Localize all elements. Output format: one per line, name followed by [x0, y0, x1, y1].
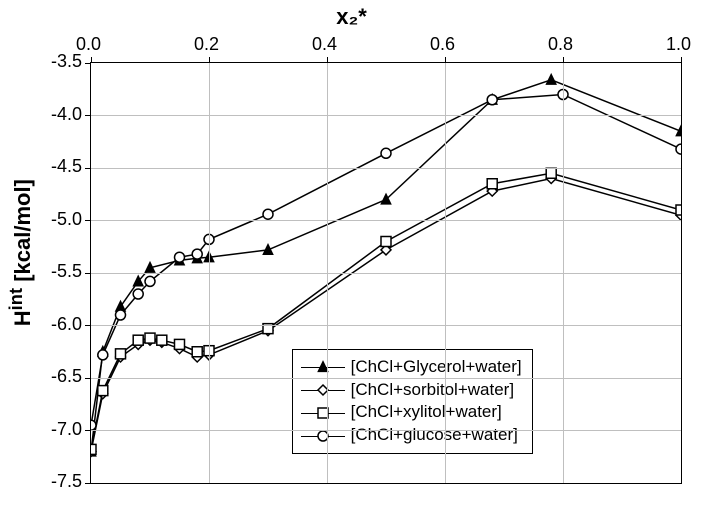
- gridline-horizontal: [91, 325, 681, 326]
- series-marker-xylitol: [546, 168, 556, 178]
- series-marker-xylitol: [192, 347, 202, 357]
- series-marker-glucose: [91, 420, 96, 430]
- series-marker-glycerol: [263, 244, 273, 254]
- series-marker-xylitol: [98, 386, 108, 396]
- series-marker-xylitol: [133, 335, 143, 345]
- legend-item: [ChCl+glucose+water]: [301, 424, 522, 447]
- y-tick: [85, 273, 91, 274]
- series-marker-glucose: [98, 350, 108, 360]
- y-tick: [85, 378, 91, 379]
- x-tick: [209, 57, 210, 63]
- legend-swatch: [301, 381, 345, 399]
- x-tick: [327, 57, 328, 63]
- series-marker-xylitol: [91, 444, 96, 454]
- series-marker-xylitol: [145, 333, 155, 343]
- legend-item: [ChCl+Glycerol+water]: [301, 356, 522, 379]
- series-marker-glucose: [116, 310, 126, 320]
- y-tick: [85, 115, 91, 116]
- gridline-horizontal: [91, 273, 681, 274]
- y-axis-title: Hint [kcal/mol]: [6, 0, 36, 506]
- x-tick: [563, 57, 564, 63]
- legend-label: [ChCl+xylitol+water]: [351, 401, 502, 424]
- y-tick-label: -4.0: [51, 104, 82, 125]
- y-tick-label: -7.0: [51, 419, 82, 440]
- series-marker-glucose: [145, 276, 155, 286]
- plot-area: [ChCl+Glycerol+water][ChCl+sorbitol+wate…: [90, 62, 682, 484]
- y-tick-label: -3.5: [51, 51, 82, 72]
- legend: [ChCl+Glycerol+water][ChCl+sorbitol+wate…: [292, 349, 533, 455]
- legend-item: [ChCl+xylitol+water]: [301, 401, 522, 424]
- y-tick: [85, 63, 91, 64]
- series-marker-xylitol: [487, 179, 497, 189]
- legend-label: [ChCl+sorbitol+water]: [351, 379, 514, 402]
- series-marker-xylitol: [175, 339, 185, 349]
- series-marker-glycerol: [676, 126, 681, 136]
- gridline-horizontal: [91, 378, 681, 379]
- x-tick-label: 0.4: [312, 34, 337, 55]
- y-tick: [85, 220, 91, 221]
- y-tick: [85, 325, 91, 326]
- x-tick-label: 0.6: [430, 34, 455, 55]
- x-tick-label: 0.2: [194, 34, 219, 55]
- y-tick-label: -7.5: [51, 471, 82, 492]
- y-tick-label: -4.5: [51, 156, 82, 177]
- series-marker-glucose: [487, 95, 497, 105]
- gridline-horizontal: [91, 220, 681, 221]
- series-marker-glucose: [381, 148, 391, 158]
- y-tick-label: -6.5: [51, 366, 82, 387]
- series-marker-glucose: [263, 209, 273, 219]
- y-tick-label: -5.0: [51, 209, 82, 230]
- x-tick: [445, 57, 446, 63]
- y-tick: [85, 483, 91, 484]
- series-marker-xylitol: [116, 349, 126, 359]
- series-marker-xylitol: [157, 335, 167, 345]
- gridline-horizontal: [91, 115, 681, 116]
- legend-label: [ChCl+Glycerol+water]: [351, 356, 522, 379]
- x-tick-label: 0.8: [548, 34, 573, 55]
- series-marker-glycerol: [546, 74, 556, 84]
- x-tick: [681, 57, 682, 63]
- y-tick: [85, 168, 91, 169]
- x-tick-label: 1.0: [666, 34, 691, 55]
- series-marker-glucose: [175, 252, 185, 262]
- gridline-horizontal: [91, 168, 681, 169]
- x-axis-title: x₂*: [0, 4, 703, 30]
- series-marker-glucose: [676, 144, 681, 154]
- legend-swatch: [301, 404, 345, 422]
- series-marker-glucose: [133, 289, 143, 299]
- legend-label: [ChCl+glucose+water]: [351, 424, 518, 447]
- legend-swatch: [301, 358, 345, 376]
- y-tick: [85, 430, 91, 431]
- series-marker-xylitol: [381, 237, 391, 247]
- y-tick-label: -6.0: [51, 314, 82, 335]
- series-marker-xylitol: [676, 205, 681, 215]
- legend-item: [ChCl+sorbitol+water]: [301, 379, 522, 402]
- series-marker-glucose: [192, 249, 202, 259]
- gridline-horizontal: [91, 430, 681, 431]
- y-tick-label: -5.5: [51, 261, 82, 282]
